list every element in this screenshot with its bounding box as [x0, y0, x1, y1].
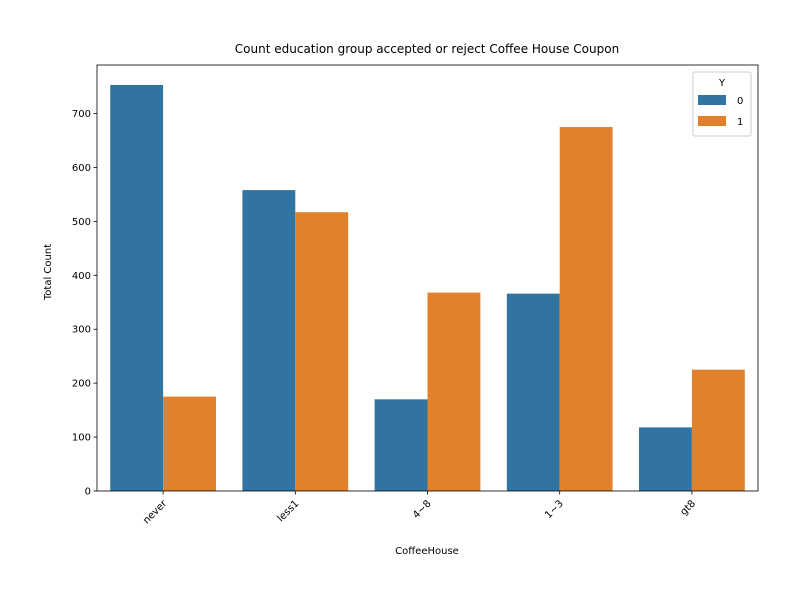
y-tick-label: 300	[72, 325, 91, 336]
legend-swatch-1	[698, 116, 726, 126]
y-tick-label: 400	[72, 271, 91, 282]
legend: Y0 1	[692, 71, 752, 137]
bar-less1-series-0	[242, 190, 296, 491]
x-tick-label: 1~3	[543, 498, 566, 521]
x-tick-label: 4~8	[411, 498, 434, 521]
y-tick-label: 700	[72, 109, 91, 120]
legend-label-1: 1	[737, 117, 743, 128]
plot-area: 0 100 200 300 400 500 600 700 never less1 4~8 1~3 gt…	[72, 64, 759, 527]
legend-swatch-0	[698, 95, 726, 105]
y-tick-label: 500	[72, 217, 91, 228]
bar-less1-series-1	[295, 212, 349, 492]
bar-gt8-series-1	[691, 369, 745, 491]
bar-4~8-series-0	[374, 399, 428, 491]
chart-title: Count education group accepted or reject…	[235, 42, 619, 56]
x-tick-label: never	[141, 498, 170, 527]
bar-4~8-series-1	[427, 292, 481, 491]
bar-1~3-series-1	[559, 127, 613, 491]
bar-1~3-series-0	[506, 293, 560, 491]
y-tick-label: 0	[85, 487, 91, 498]
bar-never-series-1	[163, 396, 216, 491]
x-axis-label: CoffeeHouse	[395, 546, 459, 557]
y-tick-label: 600	[72, 163, 91, 174]
x-tick-label: gt8	[678, 498, 698, 518]
bar-never-series-0	[110, 84, 164, 491]
legend-label-0: 0	[737, 96, 743, 107]
x-tick-label: less1	[275, 498, 301, 524]
y-tick-label: 200	[72, 379, 91, 390]
y-tick-label: 100	[72, 433, 91, 444]
legend-title: Y	[718, 78, 726, 89]
bar-gt8-series-0	[639, 427, 692, 491]
y-axis-label: Total Count	[43, 244, 54, 301]
